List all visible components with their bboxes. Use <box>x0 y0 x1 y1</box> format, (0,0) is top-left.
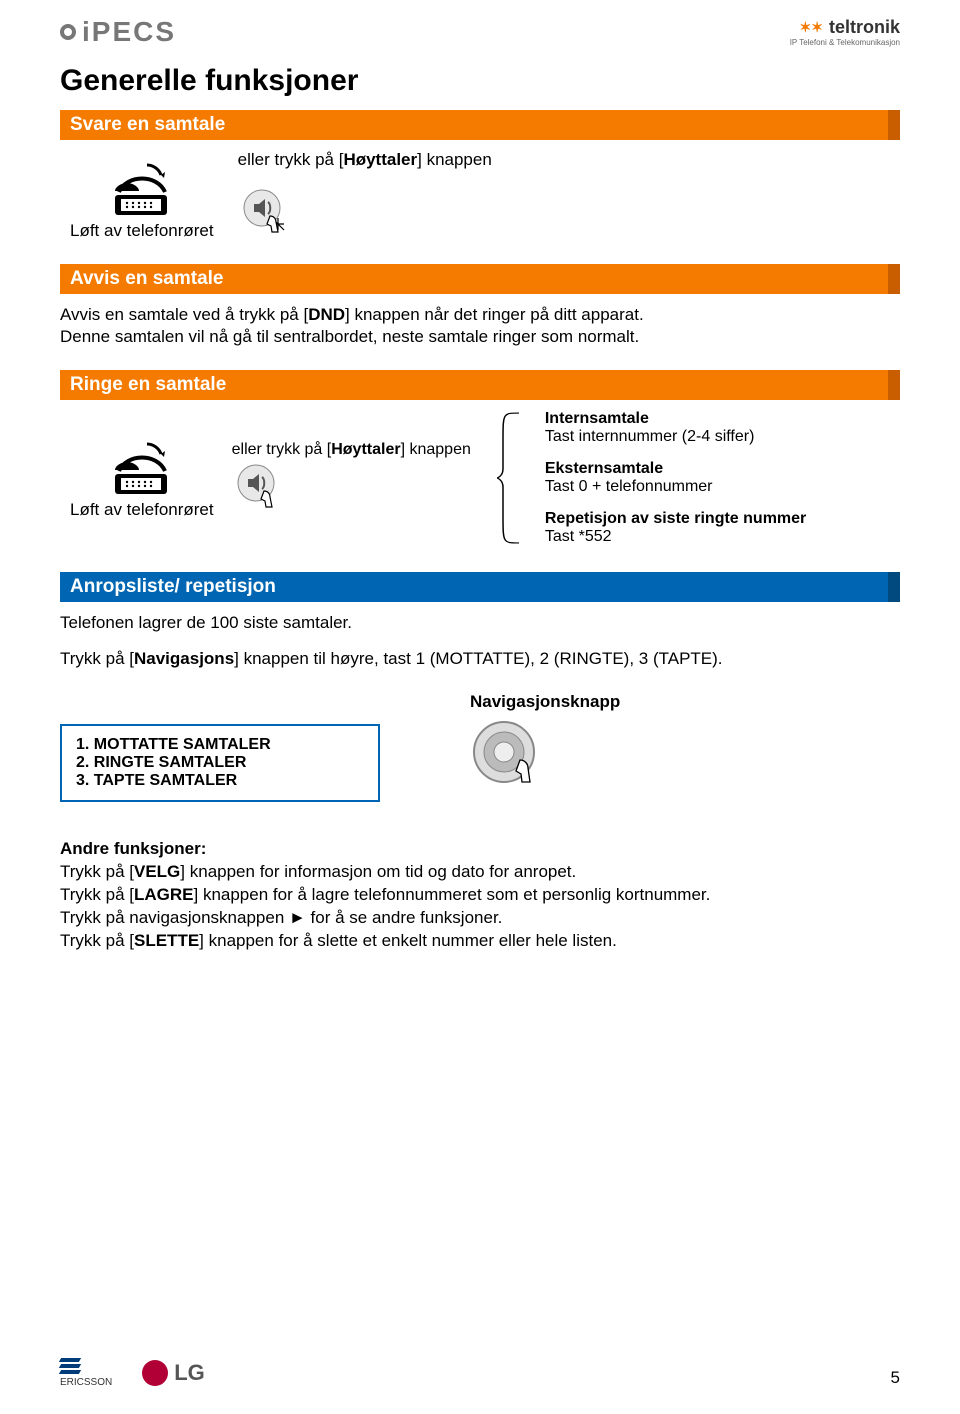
header: iPECS ✶✶ teltronik IP Telefoni & Telekom… <box>60 16 900 48</box>
andre-l2-key: LAGRE <box>134 885 194 904</box>
ringe-left-caption: Løft av telefonrøret <box>70 500 214 520</box>
nav-opt-2: 2. RINGTE SAMTALER <box>76 754 364 772</box>
svare-speaker-key: Høyttaler <box>343 150 417 169</box>
nav-opt-1: 1. MOTTATTE SAMTALER <box>76 736 364 754</box>
andre-l4-key: SLETTE <box>134 931 199 950</box>
avvis-line1: Avvis en samtale ved å trykk på [DND] kn… <box>60 304 900 326</box>
ringe-content: Løft av telefonrøret eller trykk på [Høy… <box>70 410 900 546</box>
svare-speaker-text: eller trykk på [Høyttaler] knappen <box>238 150 492 170</box>
page-number: 5 <box>891 1368 900 1388</box>
anrop-l2-post: ] knappen til høyre, tast 1 (MOTTATTE), … <box>234 649 722 668</box>
nav-knob-icon <box>470 718 550 788</box>
andre-l1-key: VELG <box>134 862 180 881</box>
lg-logo: LG <box>142 1360 205 1386</box>
ringe-item3-title: Repetisjon av siste ringte nummer <box>545 510 806 528</box>
teltronik-dots-icon: ✶✶ <box>800 19 823 36</box>
section-header-svare: Svare en samtale <box>60 110 900 140</box>
ringe-item2-text: Tast 0 + telefonnummer <box>545 478 806 496</box>
andre-title: Andre funksjoner: <box>60 838 900 861</box>
ringe-speaker-post: ] knappen <box>401 441 471 458</box>
avvis-line2: Denne samtalen vil nå gå til sentralbord… <box>60 326 900 348</box>
ringe-item2-title: Eksternsamtale <box>545 460 806 478</box>
anrop-l1: Telefonen lagrer de 100 siste samtaler. <box>60 612 900 634</box>
andre-section: Andre funksjoner: Trykk på [VELG] knappe… <box>60 838 900 953</box>
andre-l2: Trykk på [LAGRE] knappen for å lagre tel… <box>60 884 900 907</box>
teltronik-logo: ✶✶ teltronik IP Telefoni & Telekomunikas… <box>790 17 900 47</box>
ringe-speaker-text: eller trykk på [Høyttaler] knappen <box>232 441 471 459</box>
andre-l1-post: ] knappen for informasjon om tid og dato… <box>180 862 576 881</box>
section-header-ringe: Ringe en samtale <box>60 370 900 400</box>
section-header-avvis: Avvis en samtale <box>60 264 900 294</box>
ipecs-dot-icon <box>60 24 76 40</box>
ericsson-bars-icon <box>60 1358 80 1374</box>
speaker-press-icon <box>238 184 294 240</box>
svare-left-caption: Løft av telefonrøret <box>70 221 214 241</box>
svare-content: Løft av telefonrøret eller trykk på [Høy… <box>70 150 900 248</box>
andre-l1: Trykk på [VELG] knappen for informasjon … <box>60 861 900 884</box>
lg-text: LG <box>174 1360 205 1386</box>
anrop-nav-row: 1. MOTTATTE SAMTALER 2. RINGTE SAMTALER … <box>60 692 900 802</box>
andre-l3: Trykk på navigasjonsknappen ► for å se a… <box>60 907 900 930</box>
ringe-item-intern: Internsamtale Tast internnummer (2-4 sif… <box>545 410 806 446</box>
nav-knob-label: Navigasjonsknapp <box>470 692 620 712</box>
page-title: Generelle funksjoner <box>60 64 900 98</box>
avvis-l1-post: ] knappen når det ringer på ditt apparat… <box>345 305 644 324</box>
avvis-body: Avvis en samtale ved å trykk på [DND] kn… <box>60 304 900 348</box>
anrop-l2-pre: Trykk på [ <box>60 649 134 668</box>
teltronik-logo-text: teltronik <box>829 17 900 38</box>
ringe-item3-text: Tast *552 <box>545 528 806 546</box>
ipecs-logo-text: iPECS <box>82 16 176 48</box>
avvis-l1-pre: Avvis en samtale ved å trykk på [ <box>60 305 308 324</box>
anrop-l2: Trykk på [Navigasjons] knappen til høyre… <box>60 648 900 670</box>
andre-l4: Trykk på [SLETTE] knappen for å slette e… <box>60 930 900 953</box>
teltronik-tagline: IP Telefoni & Telekomunikasjon <box>790 38 900 47</box>
svare-speaker-pre: eller trykk på [ <box>238 150 344 169</box>
nav-opt-3: 3. TAPTE SAMTALER <box>76 772 364 790</box>
svare-speaker-post: ] knappen <box>417 150 492 169</box>
nav-options-box: 1. MOTTATTE SAMTALER 2. RINGTE SAMTALER … <box>60 724 380 802</box>
avvis-l1-key: DND <box>308 305 345 324</box>
andre-l2-post: ] knappen for å lagre telefonnummeret so… <box>194 885 711 904</box>
ringe-bracket-group: Internsamtale Tast internnummer (2-4 sif… <box>521 410 806 546</box>
footer: ERICSSON LG 5 <box>60 1358 900 1388</box>
phone-lift-icon-2 <box>107 436 177 496</box>
anrop-body: Telefonen lagrer de 100 siste samtaler. … <box>60 612 900 670</box>
ipecs-logo: iPECS <box>60 16 176 48</box>
lg-circle-icon <box>142 1360 168 1386</box>
ringe-speaker-pre: eller trykk på [ <box>232 441 332 458</box>
ringe-speaker-key: Høyttaler <box>331 441 400 458</box>
speaker-press-icon-2 <box>232 459 288 515</box>
ringe-item-ekstern: Eksternsamtale Tast 0 + telefonnummer <box>545 460 806 496</box>
section-header-anrop: Anropsliste/ repetisjon <box>60 572 900 602</box>
anrop-l2-key: Navigasjons <box>134 649 234 668</box>
andre-l1-pre: Trykk på [ <box>60 862 134 881</box>
ringe-item-repetisjon: Repetisjon av siste ringte nummer Tast *… <box>545 510 806 546</box>
phone-lift-icon <box>107 157 177 217</box>
ringe-item1-text: Tast internnummer (2-4 siffer) <box>545 428 806 446</box>
andre-l2-pre: Trykk på [ <box>60 885 134 904</box>
ringe-item1-title: Internsamtale <box>545 410 806 428</box>
andre-l4-pre: Trykk på [ <box>60 931 134 950</box>
ericsson-logo: ERICSSON <box>60 1358 112 1388</box>
andre-l4-post: ] knappen for å slette et enkelt nummer … <box>199 931 617 950</box>
ericsson-text: ERICSSON <box>60 1377 112 1388</box>
